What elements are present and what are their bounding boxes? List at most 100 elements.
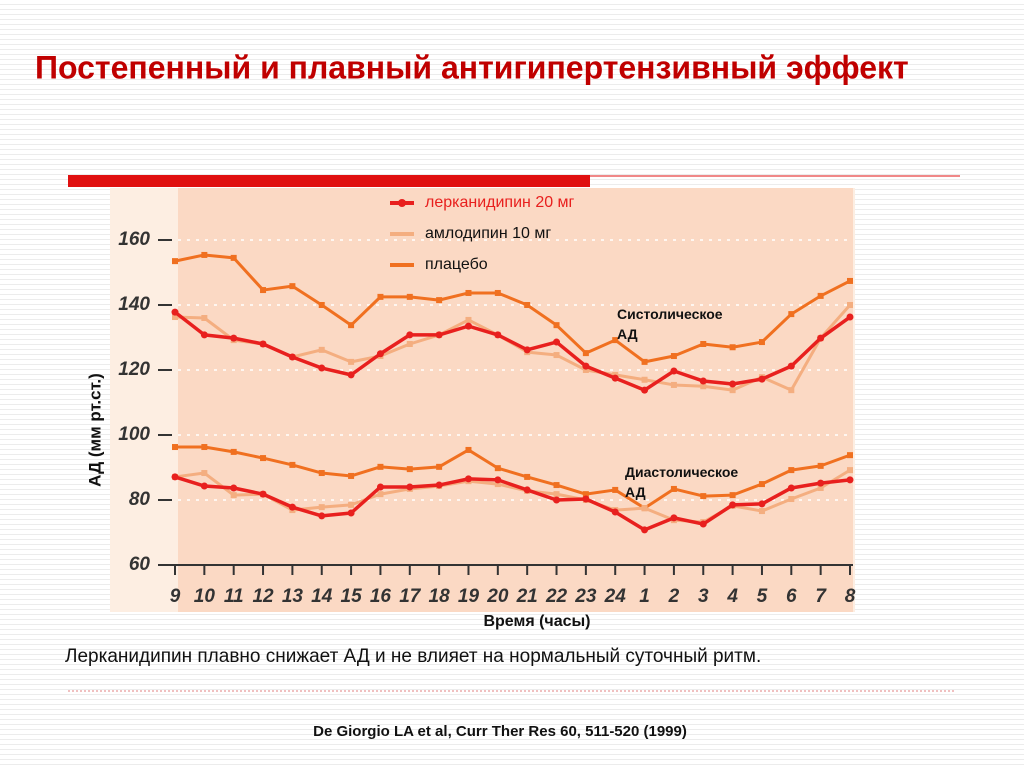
- point: [201, 444, 208, 451]
- point: [436, 463, 443, 470]
- point: [406, 483, 414, 491]
- point: [436, 297, 443, 304]
- x-tick-label: 16: [370, 586, 392, 607]
- y-axis-label: АД (мм рт.ст.): [85, 373, 104, 487]
- annotation-line: Диастолическое: [625, 464, 738, 480]
- point: [641, 386, 649, 394]
- point: [582, 367, 589, 373]
- x-tick-label: 8: [845, 586, 856, 607]
- point: [435, 481, 443, 489]
- title-bar: [68, 175, 590, 187]
- point: [172, 314, 178, 321]
- point: [260, 455, 267, 462]
- x-tick-label: 12: [252, 586, 274, 607]
- legend-marker: [398, 199, 406, 207]
- point: [611, 508, 619, 516]
- point: [729, 387, 736, 394]
- point: [847, 277, 853, 284]
- point: [641, 358, 648, 365]
- point: [347, 371, 355, 379]
- point: [729, 492, 736, 499]
- point: [230, 484, 238, 492]
- point: [700, 341, 707, 347]
- point: [172, 444, 178, 451]
- point: [201, 470, 208, 477]
- x-tick-label: 1: [639, 586, 650, 607]
- x-tick-label: 4: [726, 586, 738, 607]
- point: [377, 293, 384, 300]
- point: [289, 283, 296, 290]
- point: [582, 495, 590, 503]
- point: [758, 508, 765, 515]
- x-axis-label: Время (часы): [483, 613, 590, 630]
- point: [612, 486, 619, 493]
- point: [641, 526, 649, 534]
- point: [670, 353, 677, 360]
- x-tick-label: 22: [545, 586, 568, 607]
- y-tick-label: 120: [118, 359, 150, 380]
- point: [553, 496, 561, 504]
- point: [846, 476, 854, 484]
- point: [318, 504, 325, 511]
- point: [700, 383, 707, 390]
- point: [788, 467, 795, 474]
- point: [641, 376, 648, 383]
- point: [347, 509, 355, 517]
- point: [787, 362, 795, 370]
- point: [758, 339, 765, 346]
- point: [494, 465, 501, 472]
- point: [670, 381, 677, 388]
- point: [464, 322, 472, 330]
- point: [172, 258, 178, 265]
- point: [699, 520, 707, 528]
- x-tick-label: 6: [786, 586, 797, 607]
- reference: De Giorgio LA et al, Curr Ther Res 60, 5…: [313, 723, 687, 740]
- y-tick-label: 160: [118, 229, 150, 250]
- point: [318, 302, 325, 308]
- point: [230, 448, 237, 455]
- x-tick-label: 5: [757, 586, 768, 607]
- legend-label: лерканидипин 20 мг: [425, 194, 575, 211]
- x-tick-label: 10: [194, 586, 216, 607]
- legend-label: плацебо: [425, 256, 488, 273]
- point: [259, 340, 267, 348]
- legend-label: амлодипин 10 мг: [425, 225, 551, 242]
- point: [318, 364, 326, 372]
- point: [729, 380, 737, 388]
- point: [260, 287, 267, 294]
- x-tick-label: 13: [282, 586, 304, 607]
- point: [406, 341, 413, 347]
- point: [288, 503, 296, 511]
- point: [406, 466, 413, 473]
- x-tick-label: 24: [604, 586, 627, 607]
- point: [817, 484, 824, 491]
- point: [348, 472, 355, 479]
- point: [670, 485, 677, 492]
- point: [465, 316, 472, 323]
- point: [758, 481, 765, 488]
- point: [553, 338, 561, 346]
- series-line: [173, 310, 852, 392]
- point: [788, 387, 795, 394]
- x-tick-label: 18: [429, 586, 451, 607]
- point: [465, 289, 472, 296]
- point: [553, 491, 560, 498]
- point: [376, 483, 384, 491]
- x-tick-label: 11: [224, 586, 244, 607]
- point: [230, 492, 237, 499]
- point: [524, 473, 531, 480]
- point: [376, 350, 384, 358]
- series-line: [174, 475, 851, 532]
- point: [641, 505, 648, 512]
- x-tick-label: 7: [815, 586, 827, 607]
- point: [318, 346, 325, 353]
- x-tick-label: 14: [311, 586, 333, 607]
- point: [817, 292, 824, 299]
- point: [670, 514, 678, 522]
- point: [377, 491, 384, 498]
- point: [435, 331, 443, 339]
- point: [846, 313, 854, 321]
